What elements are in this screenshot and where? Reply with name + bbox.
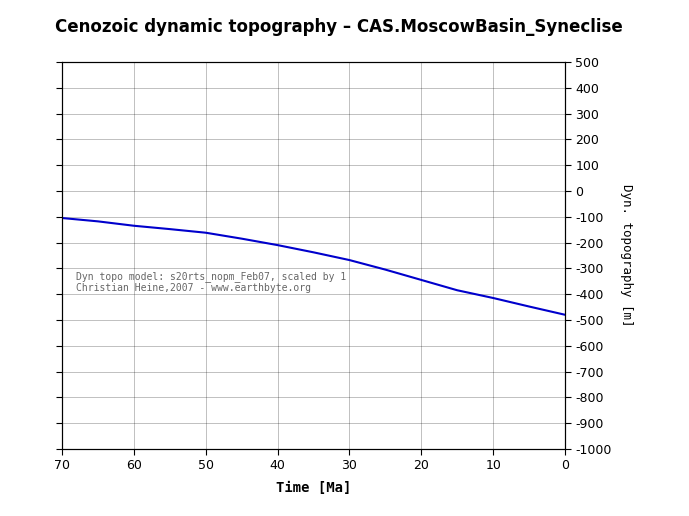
Y-axis label: Dyn. topography [m]: Dyn. topography [m] <box>620 184 633 327</box>
Text: Cenozoic dynamic topography – CAS.MoscowBasin_Syneclise: Cenozoic dynamic topography – CAS.Moscow… <box>55 18 623 36</box>
X-axis label: Time [Ma]: Time [Ma] <box>276 481 351 495</box>
Text: Dyn topo model: s20rts_nopm_Feb07, scaled by 1
Christian Heine,2007 - www.earthb: Dyn topo model: s20rts_nopm_Feb07, scale… <box>76 271 347 294</box>
